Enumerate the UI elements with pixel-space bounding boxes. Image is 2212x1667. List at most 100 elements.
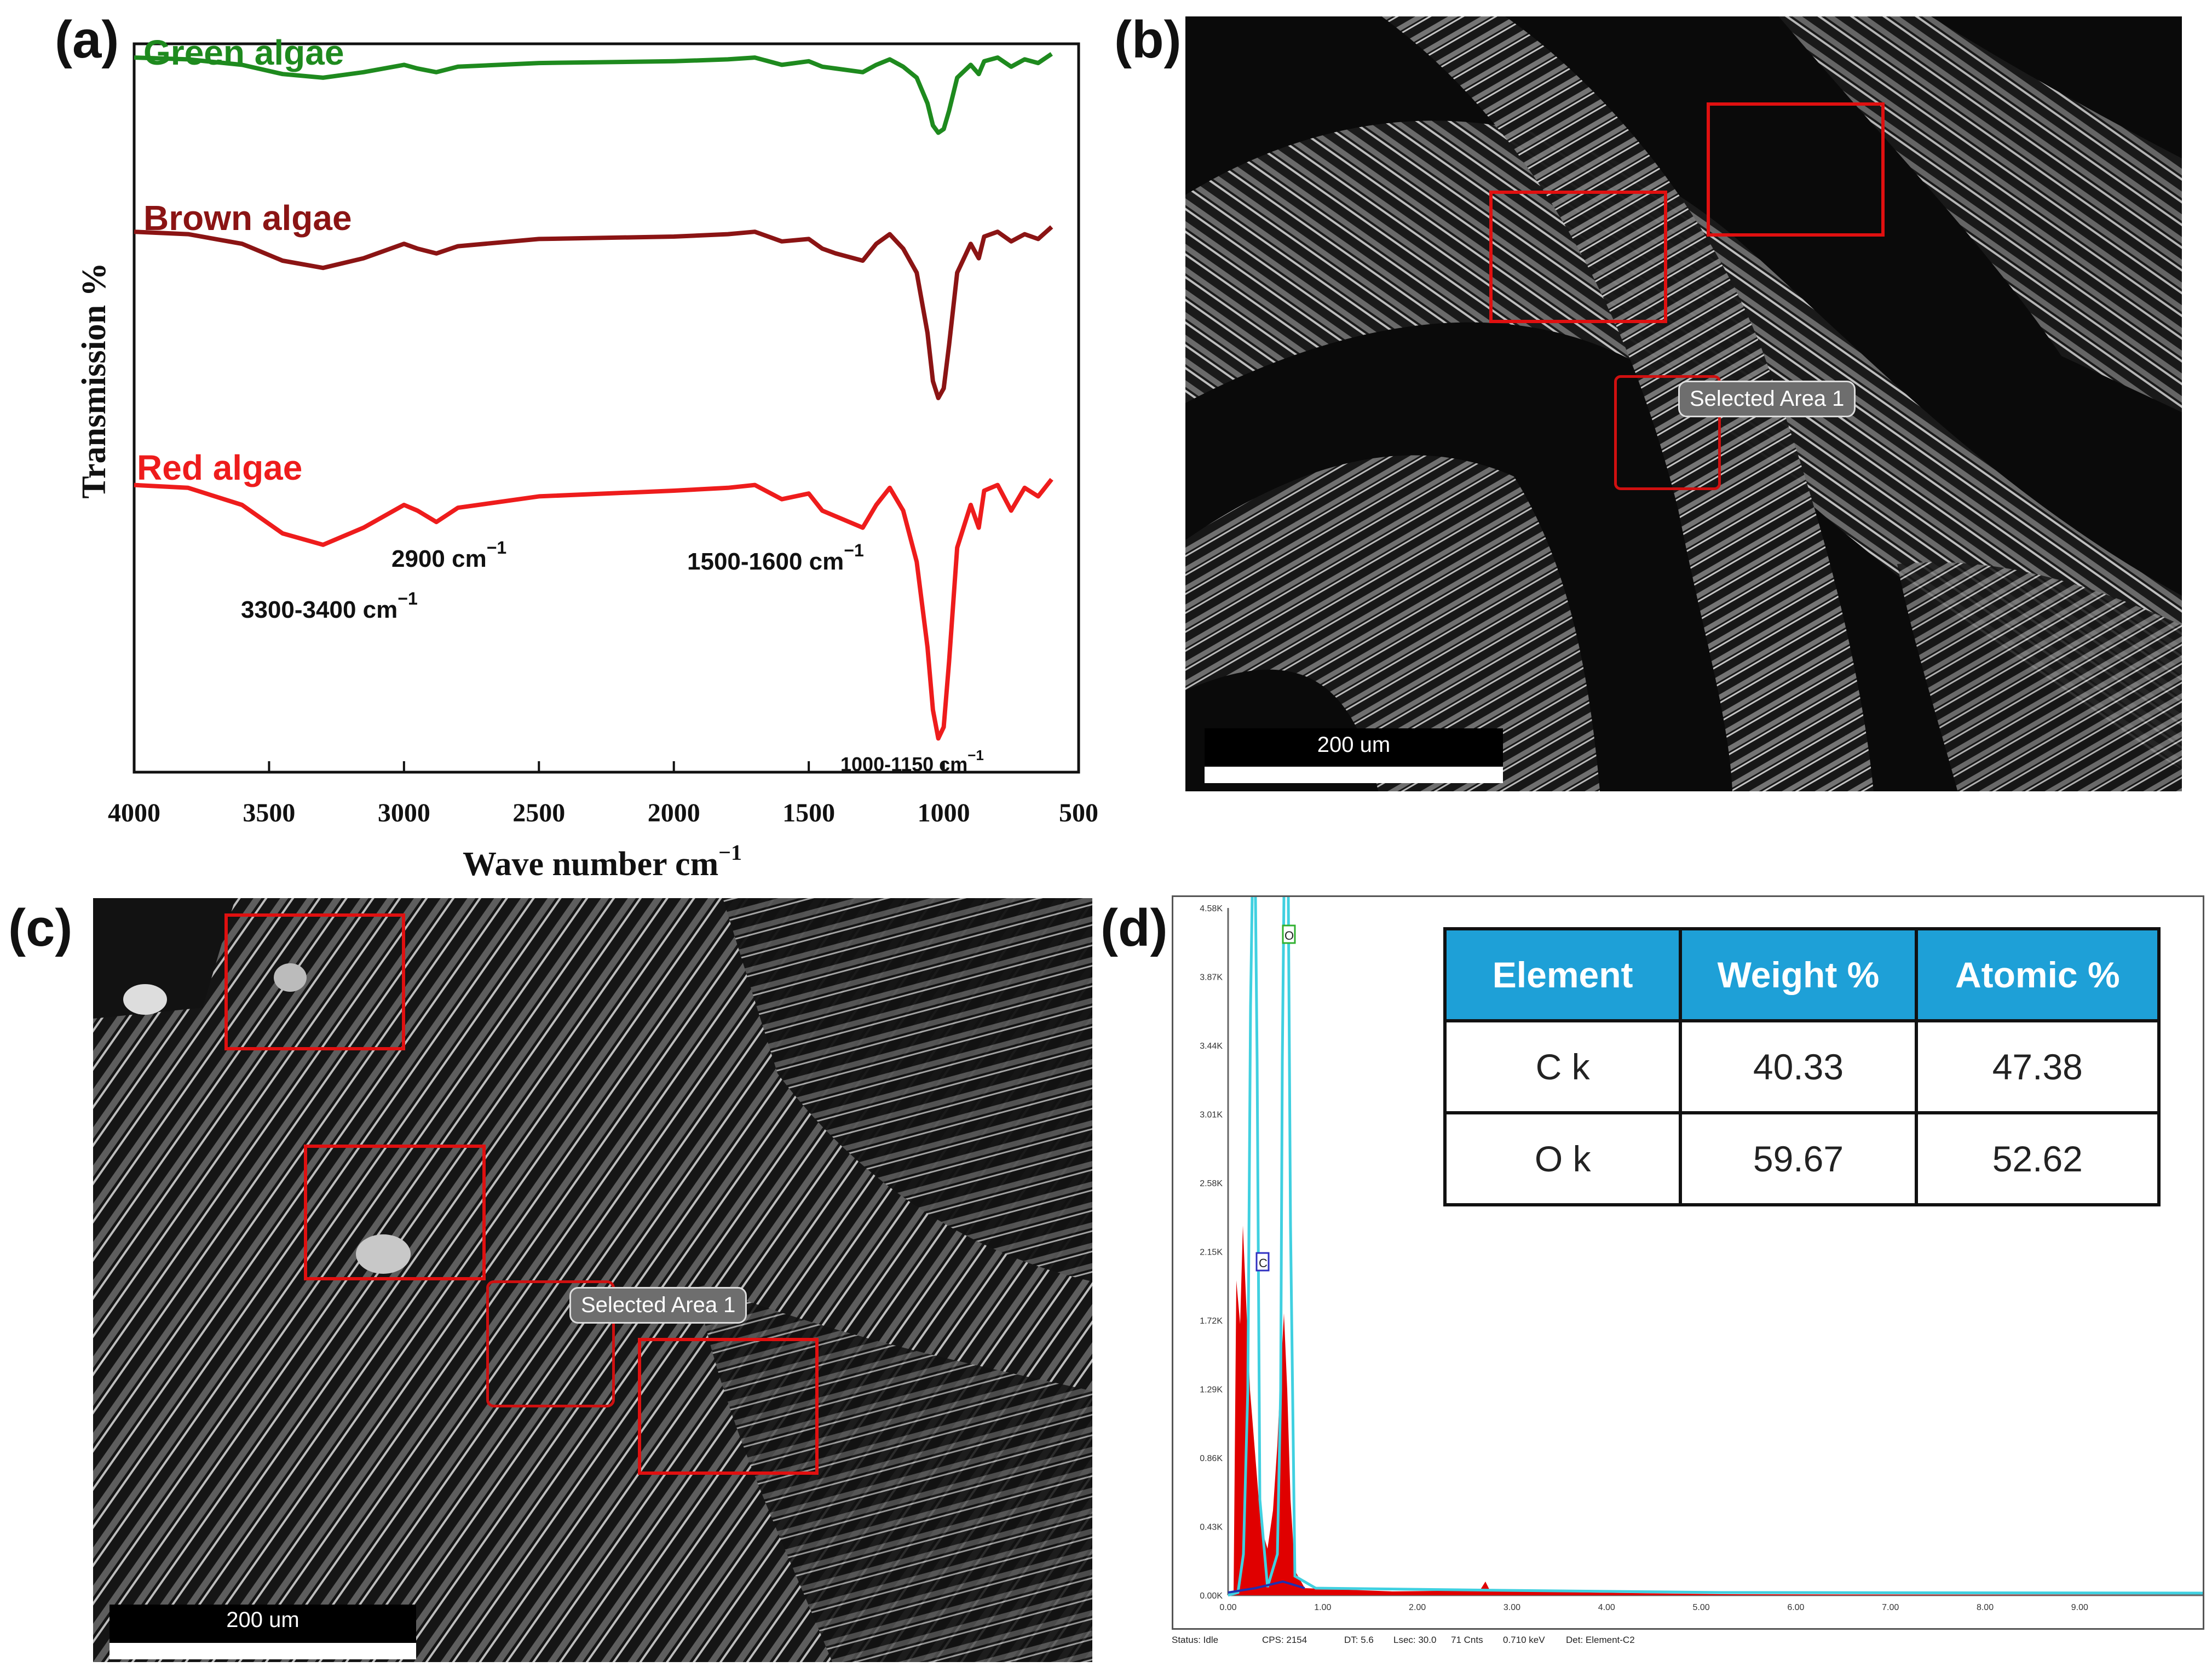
- highlight-box: [224, 913, 405, 1050]
- x-tick-label: 1.00: [1314, 1603, 1331, 1612]
- highlight-box: [1707, 102, 1885, 237]
- panel-label-a: (a): [55, 10, 119, 69]
- status-dt: DT: 5.6: [1344, 1635, 1374, 1645]
- y-tick-label: 0.43K: [1200, 1523, 1223, 1532]
- x-tick-label: 3.00: [1504, 1603, 1520, 1612]
- selected-area-label: Selected Area 1: [569, 1287, 747, 1324]
- table-cell: 59.67: [1679, 1111, 1918, 1206]
- status-cnts: 71 Cnts: [1451, 1635, 1483, 1645]
- table-row: C k 40.33 47.38: [1443, 1019, 2161, 1114]
- selected-area-box: [486, 1280, 615, 1407]
- x-tick-label: 500: [1059, 798, 1098, 827]
- peak-marker-o: [1282, 924, 1296, 944]
- ftir-x-axis-label: Wave number cm−1: [463, 840, 742, 883]
- ftir-x-ticks: 4000 3500 3000 2500 2000 1500 1000 500: [108, 761, 1098, 827]
- ftir-y-axis-label: Transmission %: [76, 262, 113, 498]
- highlight-box: [1489, 191, 1667, 323]
- series-line-green-algae: [134, 52, 1053, 135]
- status-detector: Det: Element-C2: [1566, 1635, 1635, 1645]
- annotation-2900: 2900 cm−1: [391, 538, 506, 572]
- table-cell: O k: [1443, 1111, 1683, 1206]
- panel-label-b: (b): [1114, 10, 1182, 69]
- y-tick-label: 2.58K: [1200, 1179, 1223, 1188]
- sem-image-c: Selected Area 1 200 um: [93, 898, 1092, 1662]
- table-header-element: Element: [1443, 927, 1683, 1022]
- eds-x-ticks: 0.00 1.00 2.00 3.00 4.00 5.00 6.00 7.00 8.00 9.00: [1219, 1603, 2088, 1612]
- sem-image-b: Selected Area 1 200 um: [1185, 16, 2182, 791]
- background-fit-line: [1228, 1580, 1305, 1594]
- scale-bar-line: [110, 1643, 416, 1659]
- x-tick-label: 4000: [108, 798, 160, 827]
- status-text: Status: Idle: [1172, 1635, 1219, 1645]
- x-tick-label: 9.00: [2071, 1603, 2088, 1612]
- table-header-row: Element Weight % Atomic %: [1443, 927, 2161, 1022]
- sem-c-fibers: [93, 898, 1092, 1662]
- selected-area-box: [1614, 375, 1721, 490]
- status-cps: CPS: 2154: [1262, 1635, 1307, 1645]
- y-tick-label: 2.15K: [1200, 1248, 1223, 1257]
- status-kev: 0.710 keV: [1503, 1635, 1545, 1645]
- table-cell: 47.38: [1914, 1019, 2161, 1114]
- selected-area-label: Selected Area 1: [1678, 381, 1856, 417]
- y-tick-label: 0.86K: [1200, 1454, 1223, 1463]
- highlight-box: [638, 1338, 819, 1475]
- x-tick-label: 5.00: [1693, 1603, 1710, 1612]
- y-tick-label: 0.00K: [1200, 1591, 1223, 1601]
- x-tick-label: 4.00: [1598, 1603, 1615, 1612]
- table-cell: 52.62: [1914, 1111, 2161, 1206]
- x-tick-label: 2000: [648, 798, 700, 827]
- x-tick-label: 8.00: [1977, 1603, 1994, 1612]
- scale-bar: 200 um: [1205, 728, 1503, 783]
- series-label-red-algae: Red algae: [137, 448, 302, 487]
- series-label-green-algae: Green algae: [143, 33, 344, 72]
- eds-y-ticks: 4.58K 3.87K 3.44K 3.01K 2.58K 2.15K 1.72K 1.29K…: [1200, 904, 1223, 1601]
- panel-label-c: (c): [8, 899, 73, 957]
- annotation-3300: 3300-3400 cm−1: [241, 589, 418, 623]
- ftir-plot-frame: [133, 42, 1080, 774]
- composition-table: Element Weight % Atomic % C k 40.33 47.3…: [1443, 927, 2161, 1206]
- table-header-weight: Weight %: [1679, 927, 1918, 1022]
- spectrum-fill: [1228, 1226, 2203, 1595]
- table-row: O k 59.67 52.62: [1443, 1111, 2161, 1206]
- x-tick-label: 1500: [782, 798, 835, 827]
- x-tick-label: 3000: [378, 798, 430, 827]
- scale-bar-label: 200 um: [226, 1608, 299, 1632]
- peak-label-o: O: [1284, 929, 1294, 942]
- status-lsec: Lsec: 30.0: [1393, 1635, 1437, 1645]
- eds-curves: [1228, 897, 2203, 1597]
- y-tick-label: 4.58K: [1200, 904, 1223, 913]
- y-tick-label: 3.01K: [1200, 1111, 1223, 1120]
- x-tick-label: 3500: [243, 798, 295, 827]
- scale-bar-line: [1205, 767, 1503, 783]
- panel-label-d: (d): [1101, 899, 1168, 957]
- series-label-brown-algae: Brown algae: [143, 198, 352, 238]
- table-cell: 40.33: [1679, 1019, 1918, 1114]
- spectrum-line: [1228, 897, 2203, 1597]
- eds-spectrum: 4.58K 3.87K 3.44K 3.01K 2.58K 2.15K 1.72K 1.29K…: [1200, 897, 2203, 1612]
- y-tick-label: 1.72K: [1200, 1317, 1223, 1326]
- table-cell: C k: [1443, 1019, 1683, 1114]
- annotation-1500-1600: 1500-1600 cm−1: [687, 541, 864, 575]
- ftir-series-group: [134, 52, 1053, 741]
- x-tick-label: 7.00: [1882, 1603, 1899, 1612]
- x-tick-label: 2.00: [1409, 1603, 1426, 1612]
- y-tick-label: 3.87K: [1200, 973, 1223, 982]
- x-tick-label: 2500: [512, 798, 565, 827]
- annotation-1000-1150: 1000-1150 cm−1: [840, 747, 984, 775]
- highlight-box: [304, 1145, 486, 1280]
- x-tick-label: 1000: [918, 798, 970, 827]
- table-header-atomic: Atomic %: [1914, 927, 2161, 1022]
- peak-marker-c: [1255, 1252, 1270, 1272]
- eds-panel: 4.58K 3.87K 3.44K 3.01K 2.58K 2.15K 1.72K 1.29K…: [1172, 895, 2204, 1630]
- y-tick-label: 1.29K: [1200, 1386, 1223, 1395]
- peak-label-c: C: [1259, 1256, 1268, 1270]
- scale-bar-label: 200 um: [1317, 733, 1391, 757]
- x-tick-label: 0.00: [1219, 1603, 1236, 1612]
- y-tick-label: 3.44K: [1200, 1042, 1223, 1051]
- ftir-chart: 4000 3500 3000 2500 2000 1500 1000 500 Green al…: [76, 33, 1098, 883]
- sem-b-fibers: [1185, 16, 2182, 791]
- series-line-brown-algae: [134, 225, 1053, 400]
- series-line-red-algae: [134, 478, 1053, 741]
- x-tick-label: 6.00: [1787, 1603, 1804, 1612]
- scale-bar: 200 um: [110, 1605, 416, 1659]
